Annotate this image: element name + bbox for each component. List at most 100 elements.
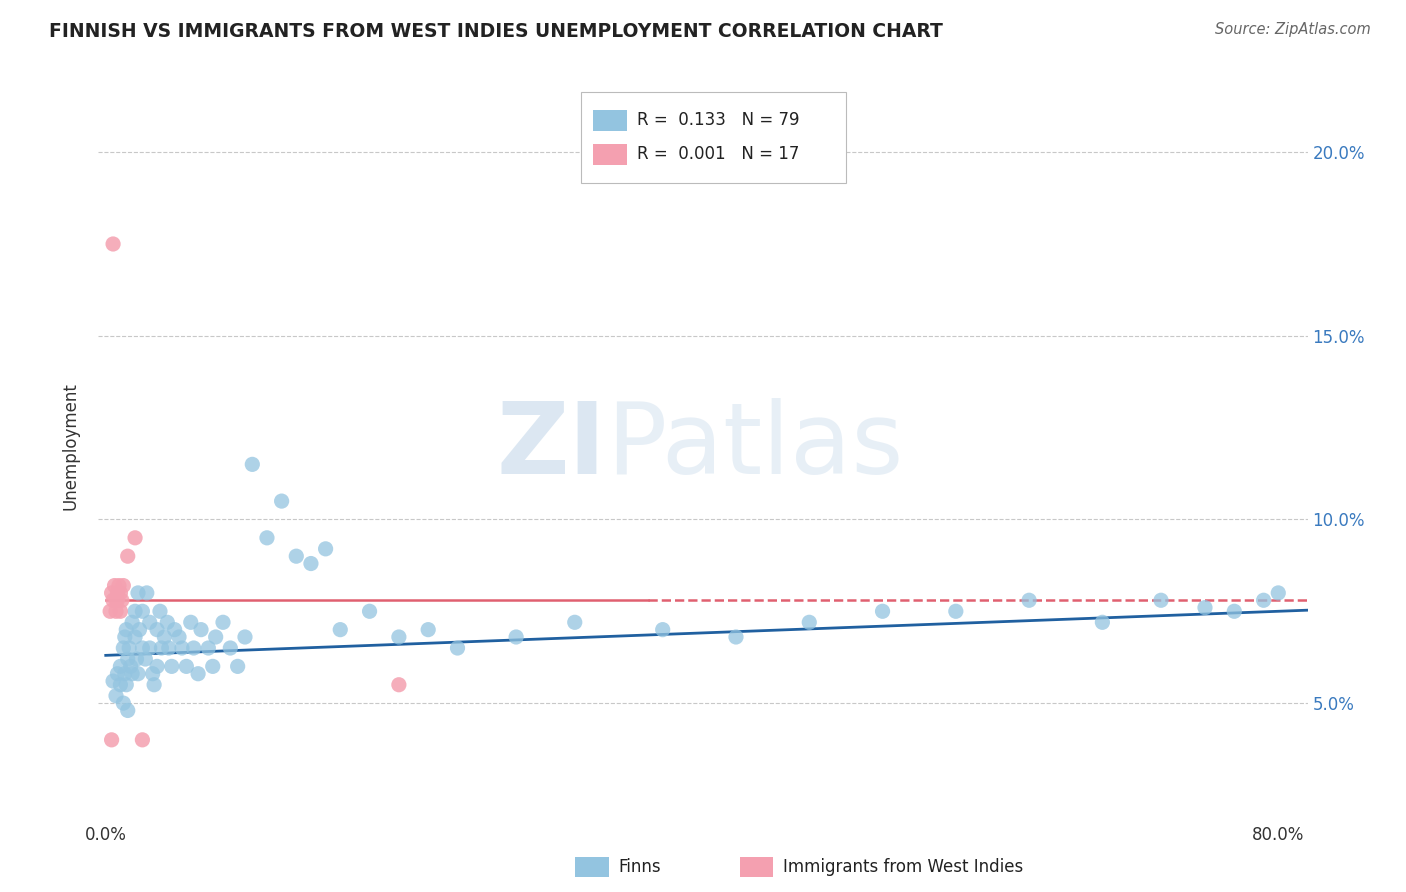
Point	[100, 732, 122, 747]
Point	[115, 623, 138, 637]
Point	[138, 640, 160, 655]
Point	[112, 696, 135, 710]
Point	[299, 557, 322, 571]
Point	[256, 531, 278, 545]
Point	[176, 659, 198, 673]
Point	[121, 666, 143, 681]
Point	[135, 586, 157, 600]
Point	[121, 615, 143, 630]
Text: Source: ZipAtlas.com: Source: ZipAtlas.com	[1215, 22, 1371, 37]
Point	[117, 549, 139, 564]
Point	[1091, 615, 1114, 630]
Point	[157, 640, 180, 655]
Point	[163, 623, 186, 637]
Point	[156, 615, 179, 630]
Point	[1150, 593, 1173, 607]
Point	[124, 531, 146, 545]
Point	[105, 593, 128, 607]
Point	[107, 593, 129, 607]
Point	[105, 604, 128, 618]
Point	[240, 458, 263, 472]
Point	[150, 640, 173, 655]
Y-axis label: Unemployment: Unemployment	[62, 382, 80, 510]
Point	[187, 666, 209, 681]
Point	[329, 623, 352, 637]
Point	[111, 593, 134, 607]
Point	[183, 640, 205, 655]
Point	[101, 674, 124, 689]
Text: R =  0.133   N = 79: R = 0.133 N = 79	[637, 112, 800, 129]
Point	[1223, 604, 1246, 618]
Point	[124, 630, 146, 644]
Point	[127, 666, 149, 681]
Text: FINNISH VS IMMIGRANTS FROM WEST INDIES UNEMPLOYMENT CORRELATION CHART: FINNISH VS IMMIGRANTS FROM WEST INDIES U…	[49, 22, 943, 41]
Point	[114, 666, 136, 681]
Point	[167, 630, 190, 644]
Point	[108, 578, 131, 592]
Point	[118, 640, 141, 655]
Point	[101, 237, 124, 252]
Point	[219, 640, 242, 655]
Point	[799, 615, 821, 630]
Point	[138, 615, 160, 630]
Point	[114, 630, 136, 644]
Point	[872, 604, 894, 618]
Point	[131, 604, 153, 618]
Point	[315, 541, 337, 556]
Point	[105, 689, 128, 703]
Text: ZI: ZI	[496, 398, 606, 494]
Point	[1253, 593, 1275, 607]
Point	[146, 623, 169, 637]
Point	[1267, 586, 1289, 600]
Point	[110, 604, 132, 618]
Point	[110, 586, 132, 600]
Point	[120, 659, 142, 673]
Point	[651, 623, 673, 637]
Point	[180, 615, 202, 630]
Point	[128, 623, 150, 637]
Point	[564, 615, 586, 630]
Point	[142, 666, 165, 681]
Point	[101, 593, 124, 607]
Point	[112, 640, 135, 655]
Point	[131, 640, 153, 655]
Point	[110, 659, 132, 673]
Point	[143, 678, 166, 692]
Text: Immigrants from West Indies: Immigrants from West Indies	[783, 858, 1024, 876]
Point	[388, 678, 411, 692]
Point	[103, 578, 125, 592]
Point	[107, 586, 129, 600]
Point	[190, 623, 212, 637]
Point	[446, 640, 468, 655]
Point	[270, 494, 292, 508]
Point	[204, 630, 226, 644]
Point	[149, 604, 172, 618]
Point	[170, 640, 193, 655]
Point	[226, 659, 249, 673]
Point	[233, 630, 256, 644]
Point	[1194, 600, 1216, 615]
Point	[724, 630, 747, 644]
Point	[134, 652, 156, 666]
Text: Patlas: Patlas	[606, 398, 904, 494]
Point	[110, 678, 132, 692]
Point	[153, 630, 176, 644]
Point	[388, 630, 411, 644]
Point	[117, 703, 139, 717]
Point	[117, 652, 139, 666]
Point	[945, 604, 967, 618]
Point	[127, 586, 149, 600]
Point	[146, 659, 169, 673]
Point	[131, 732, 153, 747]
Point	[212, 615, 235, 630]
Point	[98, 604, 121, 618]
Point	[197, 640, 219, 655]
Point	[285, 549, 308, 564]
Point	[115, 678, 138, 692]
Point	[418, 623, 440, 637]
Text: R =  0.001   N = 17: R = 0.001 N = 17	[637, 145, 799, 163]
Point	[107, 666, 129, 681]
Point	[505, 630, 527, 644]
Point	[359, 604, 381, 618]
Point	[1018, 593, 1040, 607]
